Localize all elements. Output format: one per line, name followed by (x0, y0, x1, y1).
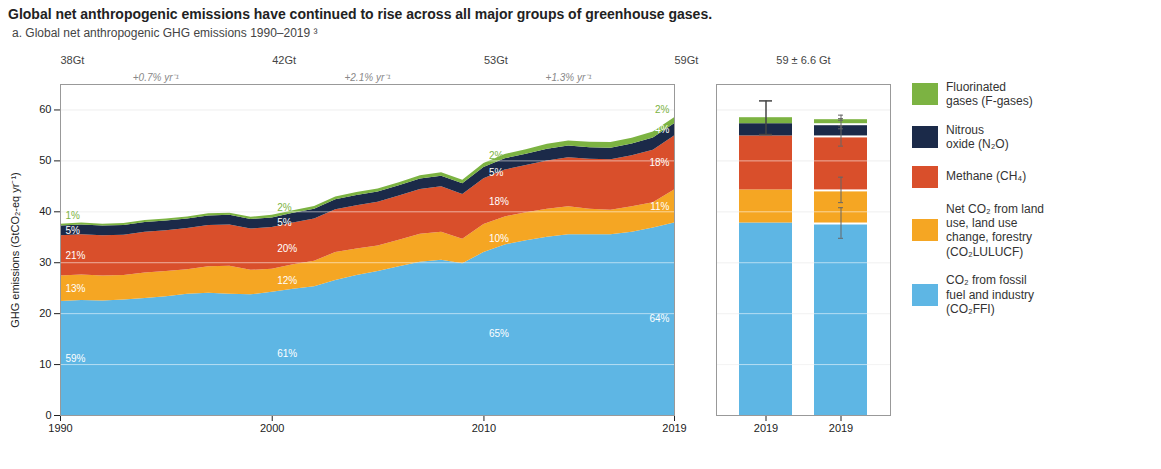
svg-text:59Gt: 59Gt (675, 54, 699, 66)
svg-text:20%: 20% (277, 243, 297, 254)
svg-text:64%: 64% (649, 313, 669, 324)
svg-text:18%: 18% (649, 157, 669, 168)
svg-text:12%: 12% (277, 275, 297, 286)
svg-text:1990: 1990 (48, 422, 72, 434)
svg-text:59%: 59% (66, 353, 86, 364)
svg-text:5%: 5% (277, 217, 292, 228)
svg-text:4%: 4% (655, 124, 670, 135)
svg-text:2019: 2019 (829, 422, 853, 434)
html-text:Net CO₂ from land use, land us: Net CO₂ from land use, land use change, … (946, 201, 1044, 259)
svg-text:+2.1% yr⁻¹: +2.1% yr⁻¹ (344, 72, 391, 83)
html-text:a. Global net anthropogenic GH: a. Global net anthropogenic GHG emission… (12, 26, 318, 40)
svg-text:53Gt: 53Gt (484, 54, 508, 66)
svg-text:+1.3% yr⁻¹: +1.3% yr⁻¹ (546, 72, 593, 83)
svg-text:2019: 2019 (754, 422, 778, 434)
html-text:Global net anthropogenic emiss: Global net anthropogenic emissions have … (8, 6, 713, 22)
svg-text:18%: 18% (489, 196, 509, 207)
svg-text:59 ± 6.6 Gt: 59 ± 6.6 Gt (776, 54, 830, 66)
svg-text:13%: 13% (66, 283, 86, 294)
svg-text:0: 0 (45, 409, 51, 421)
svg-text:2019: 2019 (662, 422, 686, 434)
svg-text:5%: 5% (66, 225, 81, 236)
svg-text:2000: 2000 (260, 422, 284, 434)
svg-text:+0.7% yr⁻¹: +0.7% yr⁻¹ (133, 72, 180, 83)
svg-text:38Gt: 38Gt (61, 54, 85, 66)
svg-text:65%: 65% (489, 328, 509, 339)
svg-text:30: 30 (39, 256, 51, 268)
html-text:Nitrous oxide (N₂O): Nitrous oxide (N₂O) (946, 122, 1009, 152)
svg-text:5%: 5% (489, 167, 504, 178)
svg-text:GHG emissions (GtCO₂-eq yr⁻¹): GHG emissions (GtCO₂-eq yr⁻¹) (9, 172, 21, 328)
svg-text:50: 50 (39, 154, 51, 166)
svg-text:11%: 11% (650, 201, 669, 212)
svg-text:10%: 10% (489, 233, 509, 244)
svg-text:2%: 2% (655, 104, 670, 115)
html-text:Methane (CH₄): Methane (CH₄) (946, 169, 1027, 184)
svg-text:20: 20 (39, 307, 51, 319)
svg-text:21%: 21% (66, 250, 86, 261)
svg-text:40: 40 (39, 205, 51, 217)
svg-text:2%: 2% (489, 150, 504, 161)
svg-text:61%: 61% (277, 348, 297, 359)
svg-text:2%: 2% (277, 202, 292, 213)
svg-text:10: 10 (39, 358, 51, 370)
html-text:Fluorinated gases (F-gases): Fluorinated gases (F-gases) (946, 80, 1033, 109)
svg-text:42Gt: 42Gt (272, 54, 296, 66)
svg-text:2010: 2010 (472, 422, 496, 434)
svg-text:1%: 1% (66, 210, 81, 221)
svg-text:60: 60 (39, 103, 51, 115)
html-text:CO₂ from fossil fuel and indus: CO₂ from fossil fuel and industry (CO₂FF… (946, 273, 1035, 316)
